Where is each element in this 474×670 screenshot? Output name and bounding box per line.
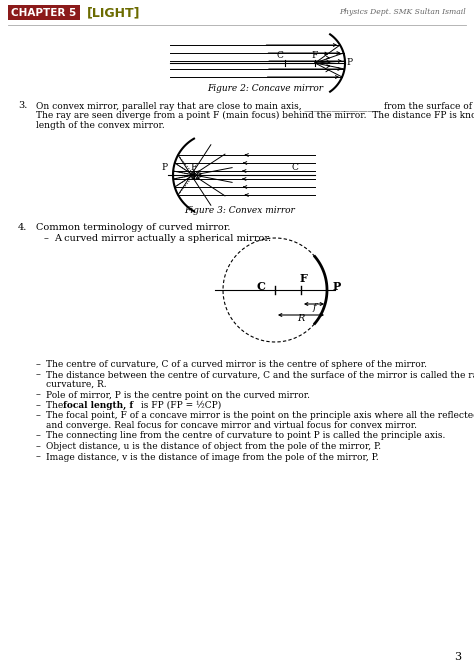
Text: –: – [36,411,41,421]
Text: 3: 3 [455,652,462,662]
Text: Image distance, v is the distance of image from the pole of the mirror, P.: Image distance, v is the distance of ima… [46,452,379,462]
Text: length of the convex mirror.: length of the convex mirror. [36,121,165,130]
Text: [LIGHT]: [LIGHT] [87,6,140,19]
Text: –: – [36,360,41,369]
Text: The centre of curvature, C of a curved mirror is the centre of sphere of the mir: The centre of curvature, C of a curved m… [46,360,427,369]
Text: focal length, f: focal length, f [63,401,133,410]
Text: curvature, R.: curvature, R. [46,380,107,389]
Text: C: C [276,51,283,60]
Text: F: F [312,51,318,60]
Text: The: The [46,401,66,410]
Text: Pole of mirror, P is the centre point on the curved mirror.: Pole of mirror, P is the centre point on… [46,391,310,399]
Text: P: P [162,163,168,172]
Text: is FP (FP = ½CP): is FP (FP = ½CP) [138,401,221,410]
Text: f: f [312,303,316,312]
Text: Common terminology of curved mirror.: Common terminology of curved mirror. [36,223,230,232]
Text: P: P [347,58,353,67]
Text: The focal point, F of a concave mirror is the point on the principle axis where : The focal point, F of a concave mirror i… [46,411,474,421]
Text: Physics Dept. SMK Sultan Ismail: Physics Dept. SMK Sultan Ismail [339,9,466,17]
Text: –: – [36,431,41,440]
Text: The distance between the centre of curvature, C and the surface of the mirror is: The distance between the centre of curva… [46,371,474,379]
Text: –: – [36,391,41,399]
Text: –: – [36,452,41,462]
Text: –: – [44,234,49,243]
Text: F: F [299,273,307,283]
Text: and converge. Real focus for concave mirror and virtual focus for convex mirror.: and converge. Real focus for concave mir… [46,421,417,430]
Text: C: C [292,163,299,172]
Text: P: P [333,281,341,293]
Text: C: C [256,281,265,293]
Text: On convex mirror, parallel ray that are close to main axis, _________________ fr: On convex mirror, parallel ray that are … [36,101,474,111]
Text: CHAPTER 5: CHAPTER 5 [11,7,77,17]
Text: The ray are seen diverge from a point F (main focus) behind the mirror.  The dis: The ray are seen diverge from a point F … [36,111,474,120]
Text: –: – [36,401,41,410]
Text: R: R [297,314,305,323]
Text: F: F [191,163,197,172]
Text: 3.: 3. [18,101,27,110]
FancyBboxPatch shape [8,5,80,20]
Text: –: – [36,371,41,379]
Text: A curved mirror actually a spherical mirror.: A curved mirror actually a spherical mir… [54,234,271,243]
Text: –: – [36,442,41,451]
Text: Object distance, u is the distance of object from the pole of the mirror, P.: Object distance, u is the distance of ob… [46,442,381,451]
Text: 4.: 4. [18,223,27,232]
Text: Figure 2: Concave mirror: Figure 2: Concave mirror [207,84,323,93]
Text: Figure 3: Convex mirror: Figure 3: Convex mirror [185,206,295,215]
Text: The connecting line from the centre of curvature to point P is called the princi: The connecting line from the centre of c… [46,431,446,440]
